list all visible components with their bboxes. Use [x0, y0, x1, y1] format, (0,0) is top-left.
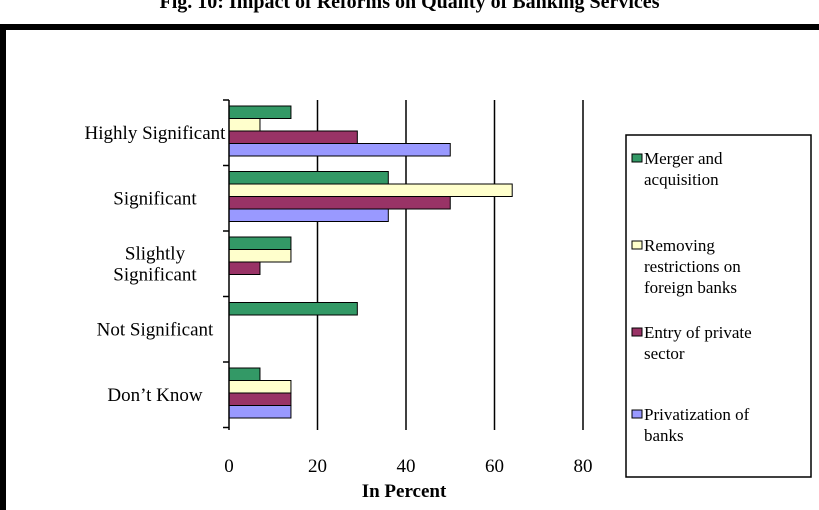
category-label: Don’t Know [107, 385, 202, 406]
bar [228, 261, 261, 275]
x-tick-label: 80 [574, 456, 593, 477]
bar [228, 171, 389, 185]
legend-entry: Entry of private sector [644, 323, 752, 363]
x-axis-title: In Percent [362, 481, 447, 502]
bar [228, 130, 358, 144]
x-tick-label: 20 [308, 456, 327, 477]
legend-entry: Privatization of banks [644, 405, 750, 445]
frame-left-border [0, 24, 6, 510]
bar [228, 249, 292, 263]
bar [228, 367, 261, 381]
x-tick-labels: 0 20 40 60 80 [224, 456, 592, 477]
bar [228, 302, 358, 316]
bar [228, 405, 292, 419]
chart-title: Fig. 10: Impact of Reforms on Quality of… [159, 0, 660, 13]
bar [228, 208, 389, 222]
bar [228, 392, 292, 406]
axes [223, 99, 230, 430]
bar [228, 118, 261, 132]
category-label: Not Significant [97, 319, 214, 340]
bar [228, 380, 292, 394]
legend-entry: Merger and acquisition [644, 149, 723, 189]
legend-swatch [631, 153, 643, 163]
legend-box [625, 134, 812, 478]
bar [228, 105, 292, 119]
bar [228, 236, 292, 250]
x-tick-label: 40 [397, 456, 416, 477]
bars [228, 105, 513, 419]
legend: Merger and acquisition Removing restriction… [625, 134, 812, 478]
category-label: Slightly Significant [113, 243, 197, 285]
category-label: Highly Significant [85, 123, 227, 144]
legend-swatch [631, 409, 643, 419]
x-tick-label: 60 [485, 456, 504, 477]
bar [228, 183, 513, 197]
x-tick-label: 0 [224, 456, 234, 477]
legend-entry: Removing restrictions on foreign banks [644, 236, 741, 297]
legend-swatch [631, 240, 643, 250]
category-label: Significant [113, 188, 197, 209]
legend-swatch [631, 327, 643, 337]
bar [228, 196, 451, 210]
category-labels: Highly Significant Significant Slightly Sig… [85, 123, 227, 406]
frame-top-border [0, 24, 819, 30]
bar [228, 143, 451, 157]
